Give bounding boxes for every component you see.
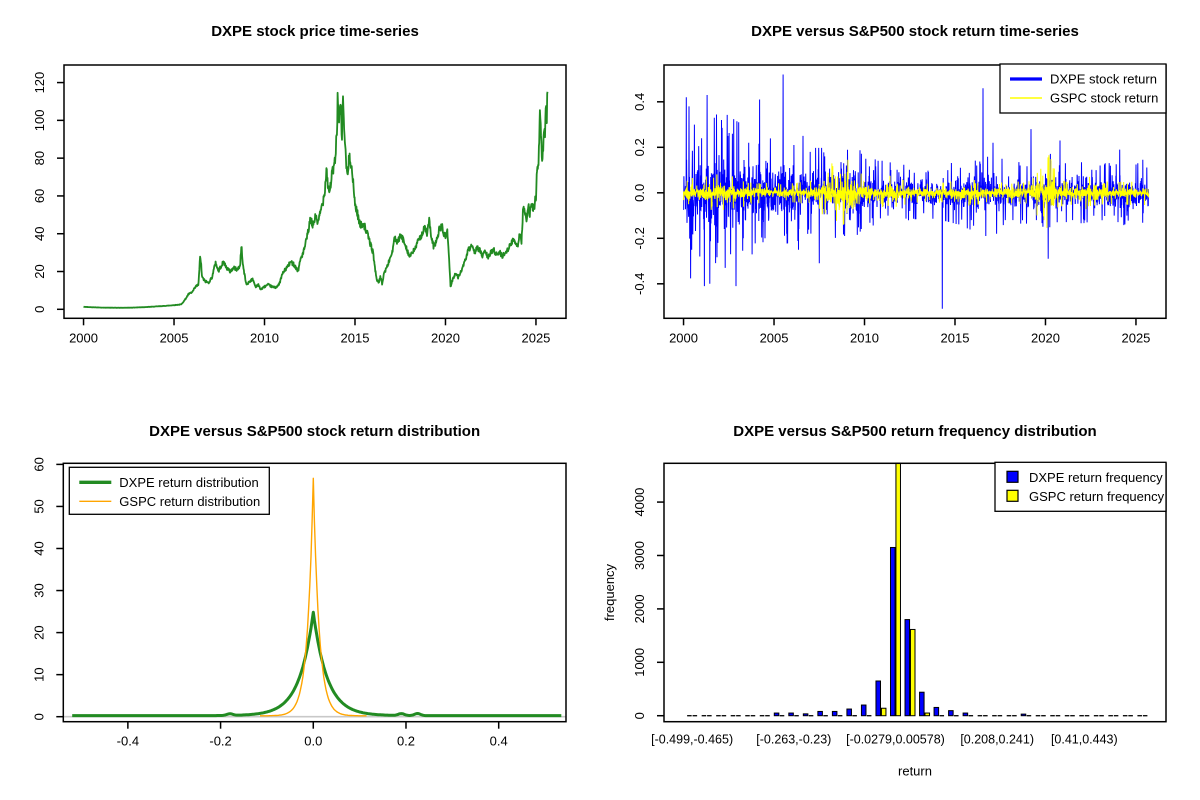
chart-price-timeseries: DXPE stock price time-series 0 20 40 60 80 100… (0, 0, 600, 400)
legend-box (994, 461, 1167, 512)
plot-border (63, 64, 567, 320)
y-tick-label: -0.4 (632, 273, 647, 295)
y-tick-label: 20 (32, 264, 47, 278)
y-tick-label: 0.0 (632, 184, 647, 202)
legend-label: DXPE return frequency (1029, 470, 1163, 485)
legend-label: GSPC return frequency (1029, 489, 1165, 504)
x-tick-label: 0.4 (490, 734, 508, 749)
chart-return-distribution: DXPE versus S&P500 stock return distribu… (0, 400, 600, 800)
dxpe-freq-bar (875, 680, 882, 717)
chart-svg-price: DXPE stock price time-series 0 20 40 60 80 100… (32, 23, 567, 345)
plot-border (663, 64, 1167, 320)
gspc-return-series (683, 155, 1150, 228)
legend-label: DXPE return distribution (119, 475, 258, 490)
y-tick-label: 4000 (632, 488, 647, 517)
legend-label: GSPC return distribution (119, 494, 260, 509)
y-tick-label: 0 (32, 306, 47, 313)
x-tick-label: 2000 (69, 330, 98, 345)
chart-svg-density: DXPE versus S&P500 stock return distribu… (31, 423, 567, 749)
y-axis-label: frequency (602, 563, 617, 621)
bin-label: [-0.499,-0.465) (651, 733, 733, 747)
y-tick-label: 0 (31, 713, 46, 720)
plot-border (62, 462, 567, 723)
bin-label: [0.208,0.241) (960, 733, 1034, 747)
dxpe-freq-bar (919, 691, 925, 717)
dxpe-freq-bar (904, 619, 911, 717)
legend-label: GSPC stock return (1050, 91, 1158, 106)
y-tick-label: 50 (31, 499, 46, 513)
y-tick-label: 10 (31, 667, 46, 681)
x-tick-label: -0.2 (209, 734, 231, 749)
x-tick-label: 2015 (341, 330, 370, 345)
gspc-freq-bar (924, 712, 931, 717)
legend-box (999, 63, 1167, 114)
x-tick-label: 2005 (160, 330, 189, 345)
chart-return-timeseries: DXPE versus S&P500 stock return time-ser… (600, 0, 1200, 400)
x-tick-label: -0.4 (117, 734, 139, 749)
dxpe-freq-bar (860, 704, 867, 717)
x-tick-label: 2015 (941, 330, 970, 345)
gspc-freq-bar (880, 707, 887, 717)
y-tick-label: 0.4 (632, 93, 647, 111)
chart-title: DXPE versus S&P500 return frequency dist… (733, 423, 1096, 440)
x-tick-label: 2010 (850, 330, 879, 345)
x-tick-label: 2000 (669, 330, 698, 345)
chart-title: DXPE versus S&P500 stock return time-ser… (751, 23, 1079, 40)
legend-swatch (1006, 470, 1019, 483)
dxpe-freq-bar (948, 710, 954, 717)
gspc-freq-bar (895, 462, 901, 717)
bin-label: [-0.0279,0.00578) (846, 733, 945, 747)
legend-swatch (1006, 489, 1019, 502)
x-tick-label: 0.0 (304, 734, 322, 749)
y-tick-label: 40 (31, 541, 46, 555)
dxpe-freq-bar (846, 708, 852, 717)
dxpe-density-curve (71, 610, 562, 718)
y-tick-label: 30 (31, 583, 46, 597)
dxpe-freq-bar (773, 712, 780, 717)
x-tick-label: 2025 (521, 330, 550, 345)
x-tick-label: 2005 (760, 330, 789, 345)
y-tick-label: 60 (31, 457, 46, 471)
plot-border (663, 462, 1167, 723)
bin-label: [0.41,0.443) (1051, 733, 1118, 747)
x-tick-label: 2020 (431, 330, 460, 345)
y-tick-label: 80 (32, 151, 47, 165)
gspc-density-curve (260, 477, 367, 717)
y-tick-label: 1000 (632, 648, 647, 677)
gspc-freq-bar (909, 628, 916, 717)
chart-svg-freq: DXPE versus S&P500 return frequency dist… (602, 423, 1167, 779)
y-tick-label: 120 (32, 72, 47, 94)
dxpe-freq-bar (817, 710, 823, 717)
dxpe-freq-bar (1020, 713, 1027, 717)
y-tick-label: 20 (31, 625, 46, 639)
dxpe-freq-bar (802, 713, 809, 717)
y-tick-label: 0 (632, 712, 647, 719)
dxpe-freq-bar (933, 706, 940, 717)
bin-label: [-0.263,-0.23) (756, 733, 831, 747)
dxpe-freq-bar (962, 712, 969, 717)
chart-title: DXPE stock price time-series (211, 23, 419, 40)
x-tick-label: 2020 (1031, 330, 1060, 345)
y-tick-label: 60 (32, 189, 47, 203)
x-tick-label: 2010 (250, 330, 279, 345)
dxpe-freq-bar (889, 546, 896, 717)
x-axis-label: return (898, 764, 932, 779)
y-tick-label: 3000 (632, 541, 647, 570)
chart-title: DXPE versus S&P500 stock return distribu… (149, 423, 480, 440)
x-tick-label: 0.2 (397, 734, 415, 749)
x-tick-label: 2025 (1121, 330, 1150, 345)
y-tick-label: 100 (32, 110, 47, 132)
dxpe-freq-bar (788, 712, 794, 717)
chart-return-frequency: DXPE versus S&P500 return frequency dist… (600, 400, 1200, 800)
y-tick-label: 0.2 (632, 138, 647, 156)
dxpe-price-line (83, 91, 549, 309)
y-tick-label: 2000 (632, 594, 647, 623)
chart-svg-returns: DXPE versus S&P500 stock return time-ser… (632, 23, 1167, 345)
legend-label: DXPE stock return (1050, 72, 1157, 87)
y-tick-label: 40 (32, 226, 47, 240)
legend-box (68, 466, 270, 515)
dxpe-freq-bar (831, 710, 838, 717)
y-tick-label: -0.2 (632, 227, 647, 249)
